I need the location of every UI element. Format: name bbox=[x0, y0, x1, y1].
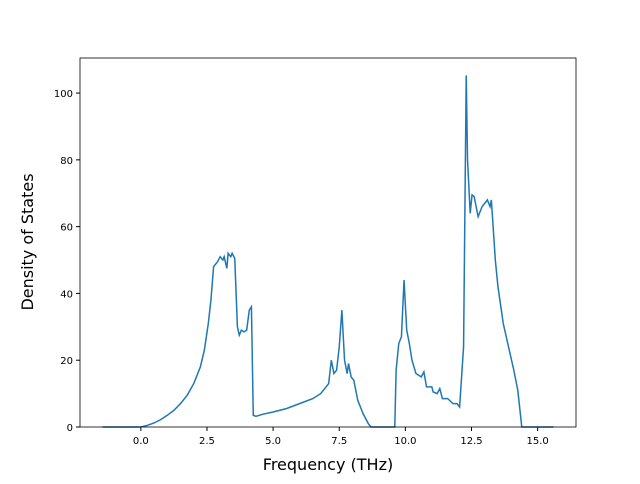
x-tick-label: 5.0 bbox=[265, 436, 281, 447]
x-tick-label: 2.5 bbox=[199, 436, 215, 447]
line bbox=[102, 75, 554, 428]
y-tick-label: 60 bbox=[60, 223, 73, 234]
y-axis-label: Density of States bbox=[18, 173, 37, 310]
x-tick-label: 7.5 bbox=[331, 436, 347, 447]
x-tick-label: 0.0 bbox=[133, 436, 149, 447]
x-tick-label: 10.0 bbox=[394, 436, 416, 447]
x-axis-label: Frequency (THz) bbox=[263, 455, 393, 474]
x-tick-label: 15.0 bbox=[527, 436, 549, 447]
x-tick-label: 12.5 bbox=[460, 436, 482, 447]
y-tick-label: 0 bbox=[67, 423, 73, 434]
y-tick-label: 100 bbox=[54, 89, 73, 100]
y-tick-label: 40 bbox=[60, 289, 73, 300]
y-tick-label: 20 bbox=[60, 356, 73, 367]
y-tick-label: 80 bbox=[60, 156, 73, 167]
plot-frame bbox=[79, 57, 577, 428]
